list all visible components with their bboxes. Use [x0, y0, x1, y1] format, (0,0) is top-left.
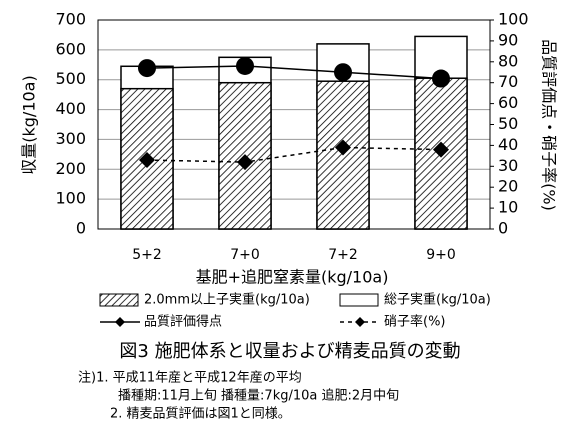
note: 2. 精麦品質評価は図1と同様。	[110, 407, 291, 422]
marker	[334, 63, 352, 82]
x-tick-label: 7+2	[328, 247, 358, 263]
legend-swatch	[339, 293, 379, 307]
line	[146, 65, 442, 80]
x-tick-label: 5+2	[132, 247, 162, 263]
note: 播種期:11月上旬 播種量:7kg/10a 追肥:2月中旬	[118, 388, 399, 404]
y2-tick-label: 60	[498, 93, 518, 112]
y-axis-title: 収量(kg/10a)	[20, 75, 39, 174]
caption: 図3 施肥体系と収量および精麦品質の変動	[119, 341, 460, 362]
line	[146, 146, 442, 163]
y2-tick-label: 100	[498, 10, 529, 29]
marker	[237, 154, 253, 171]
note: 注)1. 平成11年産と平成12年産の平均	[78, 370, 302, 386]
y2-tick-label: 80	[498, 51, 518, 70]
y-tick-label: 400	[55, 99, 86, 118]
y2-tick-label: 20	[498, 177, 518, 196]
legend-label: 2.0mm以上子実重(kg/10a)	[144, 292, 310, 308]
marker	[138, 59, 156, 78]
legend-label: 総子実重(kg/10a)	[384, 292, 491, 308]
y-tick-label: 300	[55, 129, 86, 148]
x-tick-label: 9+0	[426, 247, 456, 263]
y-tick-label: 600	[55, 39, 86, 58]
legend-label: 品質評価得点	[144, 314, 222, 330]
marker	[335, 139, 351, 156]
marker	[432, 69, 450, 88]
legend-swatch	[99, 293, 139, 307]
y2-axis-title: 品質評価点・硝子率(%)	[540, 39, 559, 211]
marker	[433, 141, 449, 158]
marker	[236, 56, 254, 75]
legend-label: 硝子率(%)	[384, 314, 446, 330]
y2-tick-label: 0	[498, 219, 508, 238]
y-tick-label: 700	[55, 10, 86, 29]
y-tick-label: 500	[55, 69, 86, 88]
y2-tick-label: 40	[498, 135, 518, 154]
y2-tick-label: 30	[498, 156, 518, 175]
x-tick-label: 7+0	[230, 247, 260, 263]
marker	[139, 152, 155, 169]
y2-tick-label: 90	[498, 30, 518, 49]
y-tick-label: 0	[76, 219, 86, 238]
y2-tick-label: 50	[498, 114, 518, 133]
y-tick-label: 100	[55, 189, 86, 208]
y2-tick-label: 70	[498, 72, 518, 91]
legend-marker	[355, 317, 365, 327]
plot-frame	[97, 19, 491, 230]
x-axis-title: 基肥+追肥窒素量(kg/10a)	[196, 268, 389, 287]
y2-tick-label: 10	[498, 198, 518, 217]
y-tick-label: 200	[55, 159, 86, 178]
legend-marker	[115, 317, 125, 327]
